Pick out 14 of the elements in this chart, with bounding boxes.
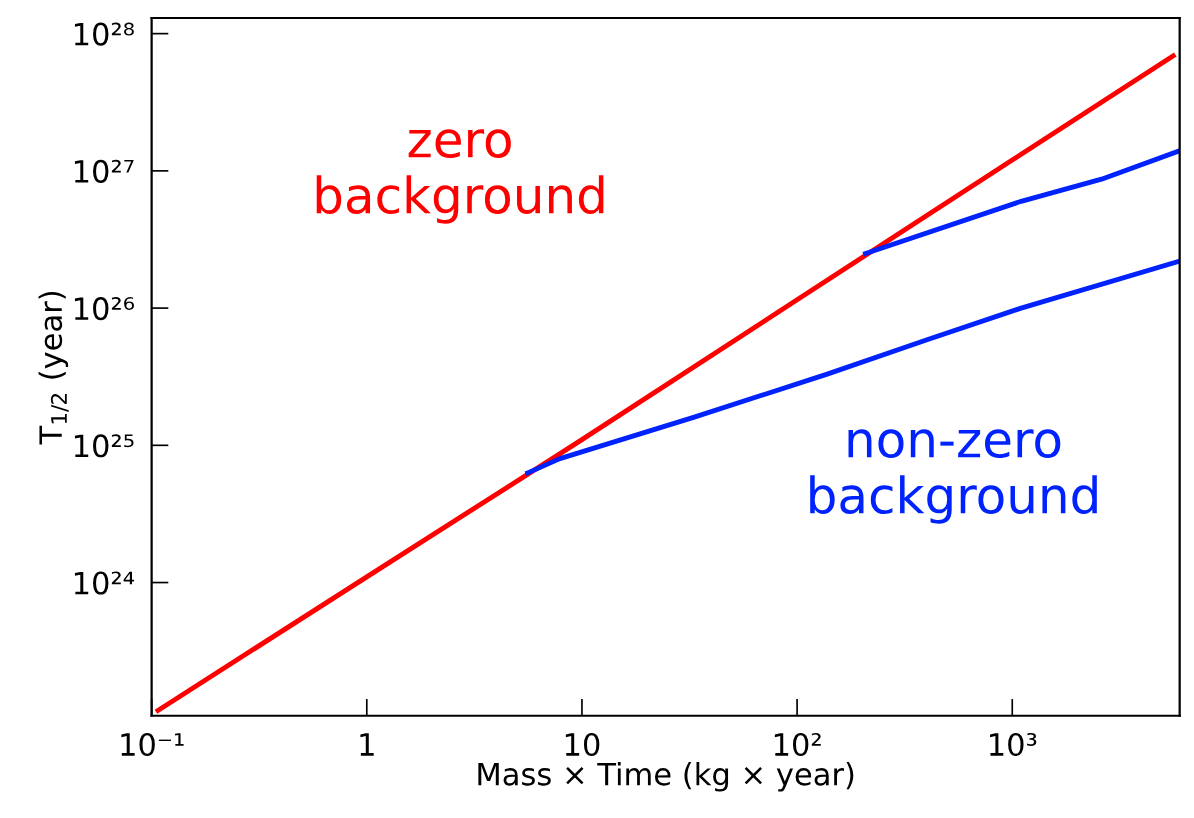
y-tick-label: 10²⁷ [74,159,134,183]
y-tick-label: 10²⁴ [74,571,134,595]
x-tick-label: 10 [565,732,600,757]
y-tick-label: 10²⁵ [74,434,134,458]
y-axis-title: T$_{1/2}$ (year) [38,291,69,445]
x-tick-label: 10⁻¹ [121,732,184,757]
x-axis-title: Mass × Time (kg × year) [478,761,854,792]
x-tick-label: 10³ [990,732,1037,757]
y-tick-label: 10²⁸ [74,22,134,46]
annotation: non-zero background [810,429,1097,524]
y-tick-label: 10²⁶ [74,297,134,321]
x-tick-label: 10² [774,732,821,757]
x-tick-label: 1 [360,733,374,756]
annotation: zero background [316,129,604,224]
